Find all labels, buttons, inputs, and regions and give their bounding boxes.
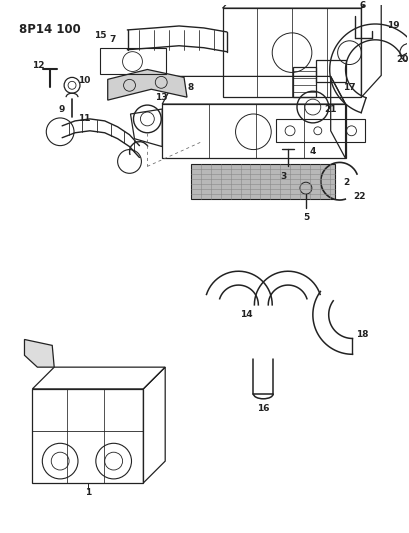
Text: 15: 15 bbox=[93, 31, 106, 41]
Text: 12: 12 bbox=[32, 61, 45, 70]
Text: 20: 20 bbox=[395, 55, 407, 64]
Text: 18: 18 bbox=[355, 330, 368, 339]
Polygon shape bbox=[191, 164, 334, 199]
Text: 1: 1 bbox=[85, 488, 91, 497]
Polygon shape bbox=[25, 340, 54, 367]
Text: 4: 4 bbox=[309, 147, 315, 156]
Text: 21: 21 bbox=[324, 104, 336, 114]
Polygon shape bbox=[108, 69, 187, 100]
Text: 6: 6 bbox=[358, 1, 365, 10]
Text: 11: 11 bbox=[77, 115, 90, 124]
Text: 14: 14 bbox=[240, 310, 252, 319]
Text: 5: 5 bbox=[302, 213, 308, 222]
Text: 17: 17 bbox=[342, 83, 355, 92]
Text: 3: 3 bbox=[279, 172, 285, 181]
Text: 10: 10 bbox=[78, 76, 90, 85]
Text: 8: 8 bbox=[187, 83, 193, 92]
Text: 8P14 100: 8P14 100 bbox=[18, 23, 80, 36]
Text: 13: 13 bbox=[155, 93, 167, 102]
Text: 9: 9 bbox=[59, 104, 65, 114]
Text: 16: 16 bbox=[256, 404, 269, 413]
Text: 19: 19 bbox=[386, 21, 398, 30]
Text: 7: 7 bbox=[109, 35, 116, 44]
Text: 22: 22 bbox=[352, 191, 365, 200]
Text: 2: 2 bbox=[343, 177, 349, 187]
